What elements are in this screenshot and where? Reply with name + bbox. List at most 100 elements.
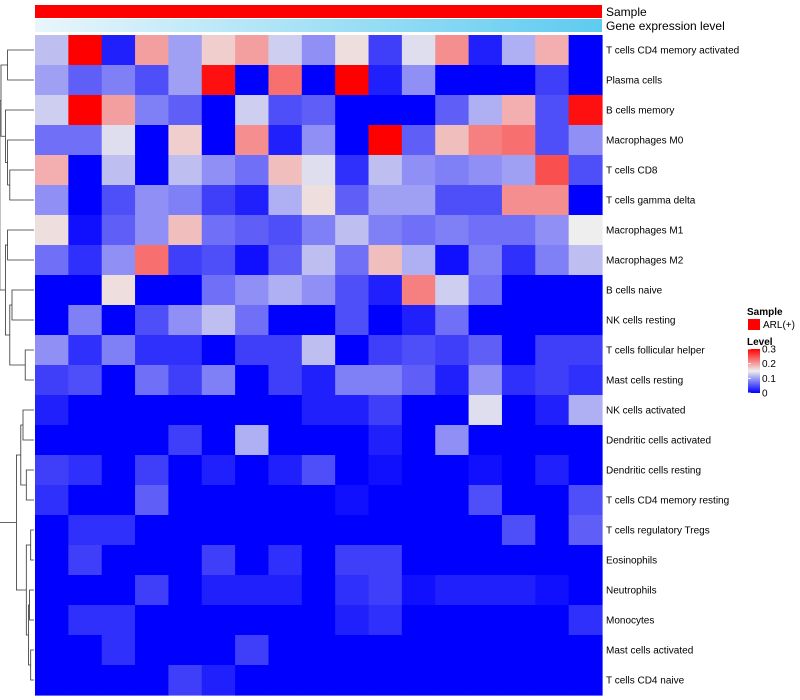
heatmap-cell <box>468 605 503 636</box>
heatmap-cell <box>568 425 603 456</box>
legend-tick-label: 0.3 <box>762 345 776 356</box>
row-label: Mast cells activated <box>606 646 693 657</box>
heatmap-cell <box>435 515 470 546</box>
row-label: T cells follicular helper <box>606 346 705 357</box>
heatmap-cell <box>101 275 136 306</box>
row-label: Macrophages M2 <box>606 256 684 267</box>
heatmap-cell <box>301 245 336 276</box>
heatmap-cell <box>435 35 470 66</box>
heatmap-cell <box>135 365 170 396</box>
heatmap-cell <box>168 155 203 186</box>
heatmap-cell <box>435 635 470 666</box>
heatmap-cell <box>235 545 270 576</box>
heatmap-cell <box>301 575 336 606</box>
heatmap-cell <box>535 335 570 366</box>
heatmap-cell <box>468 185 503 216</box>
heatmap-cell <box>268 515 303 546</box>
heatmap-cell <box>35 155 69 186</box>
heatmap-cell <box>168 335 203 366</box>
heatmap-cell <box>235 125 270 156</box>
heatmap-cell <box>68 365 103 396</box>
heatmap-cell <box>35 605 69 636</box>
heatmap-cell <box>468 365 503 396</box>
row-label: Macrophages M1 <box>606 226 684 237</box>
heatmap-cell <box>101 305 136 336</box>
heatmap-cell <box>68 575 103 606</box>
heatmap-cell <box>335 635 370 666</box>
heatmap-cell <box>168 35 203 66</box>
heatmap-cell <box>435 65 470 96</box>
heatmap-cell <box>168 365 203 396</box>
dendrogram-branch <box>5 109 34 163</box>
heatmap-cell <box>368 95 403 126</box>
heatmap-cell <box>568 515 603 546</box>
heatmap-cell <box>401 605 436 636</box>
heatmap-cell <box>368 125 403 156</box>
heatmap-cell <box>535 155 570 186</box>
heatmap-cell <box>435 335 470 366</box>
heatmap-cell <box>135 575 170 606</box>
heatmap-cell <box>568 605 603 636</box>
heatmap-cell <box>101 335 136 366</box>
row-label: Dendritic cells activated <box>606 436 711 447</box>
heatmap-cell <box>501 635 536 666</box>
heatmap-cell <box>568 575 603 606</box>
heatmap-cell <box>501 545 536 576</box>
dendrogram-branch <box>0 100 6 291</box>
heatmap-cell <box>135 245 170 276</box>
row-label: B cells naive <box>606 286 663 297</box>
heatmap-cell <box>535 425 570 456</box>
row-label: NK cells activated <box>606 406 685 417</box>
heatmap-cell <box>335 515 370 546</box>
gene-expression-annotation-label: Gene expression level <box>606 19 725 33</box>
row-label: T cells CD8 <box>606 166 658 177</box>
legend-level-ticks: 0.3 0.2 0.1 0 <box>748 345 776 400</box>
heatmap-cell <box>35 65 69 96</box>
heatmap-cell <box>368 425 403 456</box>
heatmap-cell <box>201 425 236 456</box>
heatmap-cell <box>535 605 570 636</box>
dendrogram-branch <box>22 409 34 441</box>
heatmap-cell <box>268 155 303 186</box>
heatmap-cell <box>301 65 336 96</box>
row-label: Dendritic cells resting <box>606 466 701 477</box>
heatmap-cell <box>368 35 403 66</box>
heatmap-cell <box>368 665 403 696</box>
heatmap-cell <box>201 395 236 426</box>
heatmap-cell <box>68 155 103 186</box>
heatmap-cell <box>68 335 103 366</box>
heatmap-cell <box>501 575 536 606</box>
heatmap-cell <box>435 275 470 306</box>
heatmap-cell <box>268 215 303 246</box>
heatmap-cell <box>501 515 536 546</box>
heatmap-cell <box>368 395 403 426</box>
heatmap-cell <box>501 125 536 156</box>
heatmap-cell <box>135 65 170 96</box>
heatmap-cell <box>535 365 570 396</box>
heatmap-cell <box>468 305 503 336</box>
heatmap-cell <box>435 365 470 396</box>
heatmap-cell <box>135 485 170 516</box>
heatmap-cell <box>568 455 603 486</box>
heatmap-cell <box>168 425 203 456</box>
heatmap-cell <box>101 65 136 96</box>
heatmap-cell <box>568 335 603 366</box>
heatmap-cell <box>35 275 69 306</box>
heatmap-cell <box>468 215 503 246</box>
heatmap-cell <box>401 635 436 666</box>
heatmap-cell <box>368 275 403 306</box>
heatmap-cell <box>268 245 303 276</box>
dendrogram-branch <box>9 169 34 201</box>
heatmap-cell <box>135 515 170 546</box>
heatmap-cell <box>201 275 236 306</box>
heatmap-cell <box>268 395 303 426</box>
heatmap-cell <box>68 95 103 126</box>
heatmap-cell <box>101 245 136 276</box>
heatmap-cell <box>235 455 270 486</box>
heatmap-cell <box>135 395 170 426</box>
heatmap-cell <box>401 335 436 366</box>
heatmap-cell <box>335 155 370 186</box>
row-dendrogram <box>0 49 34 681</box>
heatmap-cell <box>268 275 303 306</box>
heatmap-cell <box>435 485 470 516</box>
